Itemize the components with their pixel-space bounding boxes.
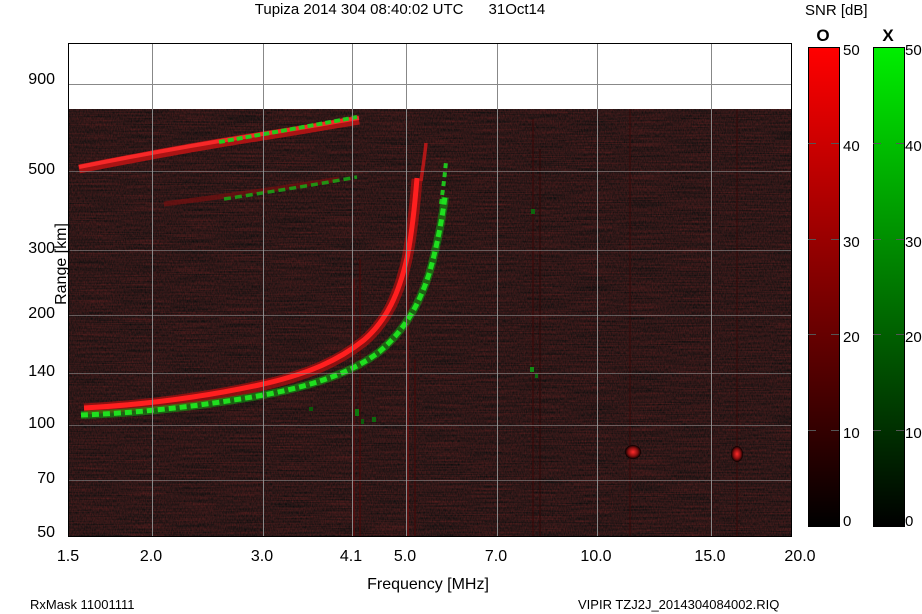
colorbar-o-tick-40: 40 — [843, 138, 860, 155]
colorbar-o-dash-10b — [831, 430, 839, 431]
colorbar-x-dash-40b — [896, 143, 904, 144]
ytick-500: 500 — [28, 161, 55, 178]
ytick-900: 900 — [28, 71, 55, 88]
colorbar-x-tick-20: 20 — [905, 329, 922, 346]
colorbar-x-tick-50: 50 — [905, 42, 922, 59]
gridline-v-4.1 — [352, 44, 353, 536]
gridline-h-140 — [69, 373, 791, 374]
gridline-v-15.0 — [711, 44, 712, 536]
plot-inner — [69, 44, 791, 536]
colorbar-o-dash-10 — [808, 430, 816, 431]
colorbar-o-dash-20 — [808, 334, 816, 335]
ytick-70: 70 — [37, 470, 55, 487]
xtick-5.0: 5.0 — [393, 548, 417, 565]
ionogram-plot — [68, 43, 792, 537]
colorbar-o-tick-20: 20 — [843, 329, 860, 346]
gridline-h-300 — [69, 250, 791, 251]
ytick-140: 140 — [28, 363, 55, 380]
page-title: Tupiza 2014 304 08:40:02 UTC 31Oct14 — [254, 1, 546, 18]
colorbar-x-tick-30: 30 — [905, 234, 922, 251]
xtick-20.0: 20.0 — [784, 548, 816, 565]
gridline-v-7.0 — [497, 44, 498, 536]
y-axis-label: Range [km] — [53, 223, 70, 305]
colorbar-x-dash-10 — [873, 430, 881, 431]
gridline-h-500 — [69, 171, 791, 172]
colorbar-o-label: O — [816, 26, 830, 45]
gridline-v-2.0 — [152, 44, 153, 536]
colorbar-o-dash-20b — [831, 334, 839, 335]
xtick-2.0: 2.0 — [139, 548, 163, 565]
xtick-1.5: 1.5 — [56, 548, 80, 565]
xtick-4.1: 4.1 — [339, 548, 363, 565]
gridline-h-900 — [69, 84, 791, 85]
gridline-h-200 — [69, 315, 791, 316]
footer-rxmask: RxMask 11001111 — [30, 597, 135, 612]
gridline-h-100 — [69, 425, 791, 426]
colorbar-o-tick-0: 0 — [843, 513, 852, 530]
ytick-100: 100 — [28, 415, 55, 432]
colorbar-x-dash-20 — [873, 334, 881, 335]
gridline-v-10.0 — [597, 44, 598, 536]
gridline-h-70 — [69, 480, 791, 481]
footer-filename: VIPIR TZJ2J_2014304084002.RIQ — [578, 597, 780, 612]
ytick-200: 200 — [28, 305, 55, 322]
xtick-15.0: 15.0 — [694, 548, 726, 565]
ionogram-image — [69, 109, 791, 536]
colorbar-o-dash-30 — [808, 239, 816, 240]
colorbar-x-dash-10b — [896, 430, 904, 431]
ionogram-canvas — [69, 109, 791, 536]
x-axis-label: Frequency [MHz] — [367, 576, 489, 593]
colorbar-o-tick-50: 50 — [843, 42, 860, 59]
xtick-7.0: 7.0 — [484, 548, 508, 565]
colorbar-o-tick-30: 30 — [843, 234, 860, 251]
colorbar-o-dash-40 — [808, 143, 816, 144]
colorbar-x — [873, 47, 905, 527]
ytick-50: 50 — [37, 524, 55, 541]
colorbar-x-tick-10: 10 — [905, 425, 922, 442]
colorbar-x-label: X — [882, 26, 894, 45]
colorbar-header: SNR [dB] — [805, 2, 868, 19]
colorbar-o — [808, 47, 840, 527]
xtick-3.0: 3.0 — [250, 548, 274, 565]
colorbar-x-tick-40: 40 — [905, 138, 922, 155]
gridline-v-3.0 — [263, 44, 264, 536]
colorbar-x-dash-30 — [873, 239, 881, 240]
ytick-300: 300 — [28, 240, 55, 257]
colorbar-x-dash-30b — [896, 239, 904, 240]
colorbar-o-dash-30b — [831, 239, 839, 240]
gridline-v-5.0 — [406, 44, 407, 536]
colorbar-x-dash-40 — [873, 143, 881, 144]
colorbar-o-tick-10: 10 — [843, 425, 860, 442]
colorbar-x-tick-0: 0 — [905, 513, 914, 530]
xtick-10.0: 10.0 — [580, 548, 612, 565]
colorbar-o-dash-40b — [831, 143, 839, 144]
colorbar-x-dash-20b — [896, 334, 904, 335]
